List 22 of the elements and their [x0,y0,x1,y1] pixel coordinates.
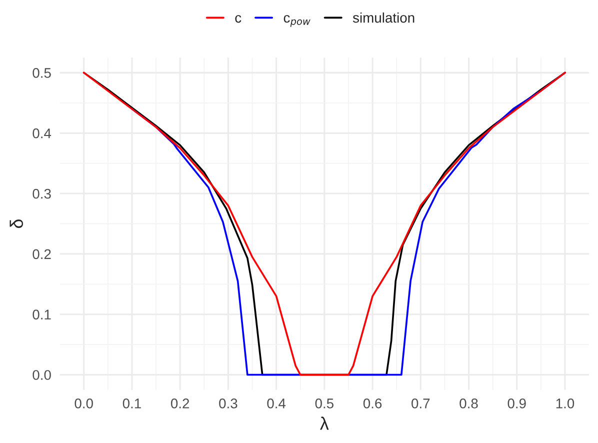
y-tick-label: 0.3 [32,188,51,199]
x-tick-label: 0.1 [122,398,141,408]
y-tick-label: 0.2 [32,249,51,260]
x-tick-label: 0.5 [315,398,334,408]
x-axis-title: λ [320,416,329,430]
x-tick-label: 0.2 [170,398,190,408]
y-tick-label: 0.5 [32,68,51,78]
x-tick-label: 0.3 [219,398,238,408]
y-tick-label: 0.4 [32,128,52,138]
x-tick-label: 1.0 [556,398,574,408]
x-tick-label: 0.0 [74,398,93,408]
x-tick-label: 0.8 [460,398,478,408]
legend-label: c [235,15,242,23]
x-tick-label: 0.7 [412,398,430,408]
legend-label: c$_{pow}$ [284,15,310,27]
y-tick-label: 0.0 [32,370,51,380]
x-tick-label: 0.9 [508,398,526,408]
legend-label: simulation [352,12,414,23]
x-tick-label: 0.4 [267,398,286,408]
y-tick-label: 0.1 [32,310,51,320]
x-tick-label: 0.6 [363,398,382,408]
y-axis-title: δ [10,219,24,228]
